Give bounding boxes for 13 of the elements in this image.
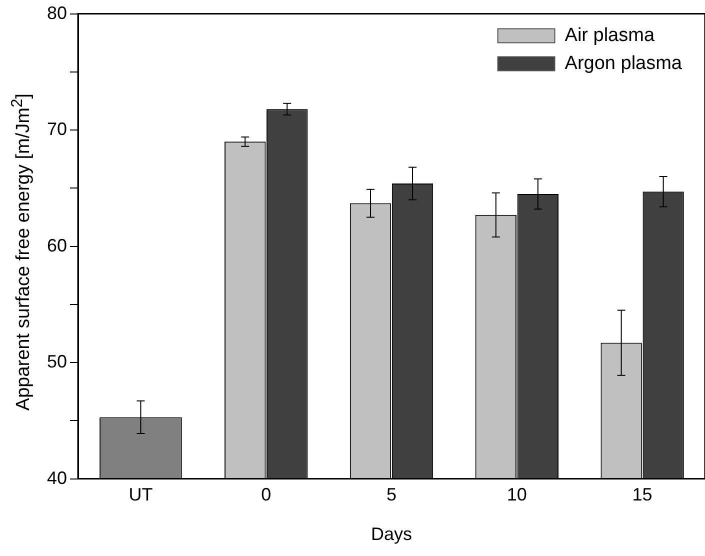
legend-label: Argon plasma <box>564 53 682 74</box>
y-tick-label: 80 <box>46 2 68 23</box>
x-tick-label: UT <box>128 484 153 505</box>
y-tick-label: 70 <box>46 119 68 140</box>
legend-label: Air plasma <box>564 25 655 46</box>
x-axis-title: Days <box>371 524 412 544</box>
x-tick-label: 5 <box>386 484 397 505</box>
y-tick-label: 50 <box>46 352 68 372</box>
x-tick-label: 0 <box>261 484 272 505</box>
y-tick-label: 40 <box>46 468 68 488</box>
x-tick-label: 15 <box>632 484 652 505</box>
y-tick-label: 60 <box>46 235 68 256</box>
x-tick-label: 10 <box>506 484 527 505</box>
